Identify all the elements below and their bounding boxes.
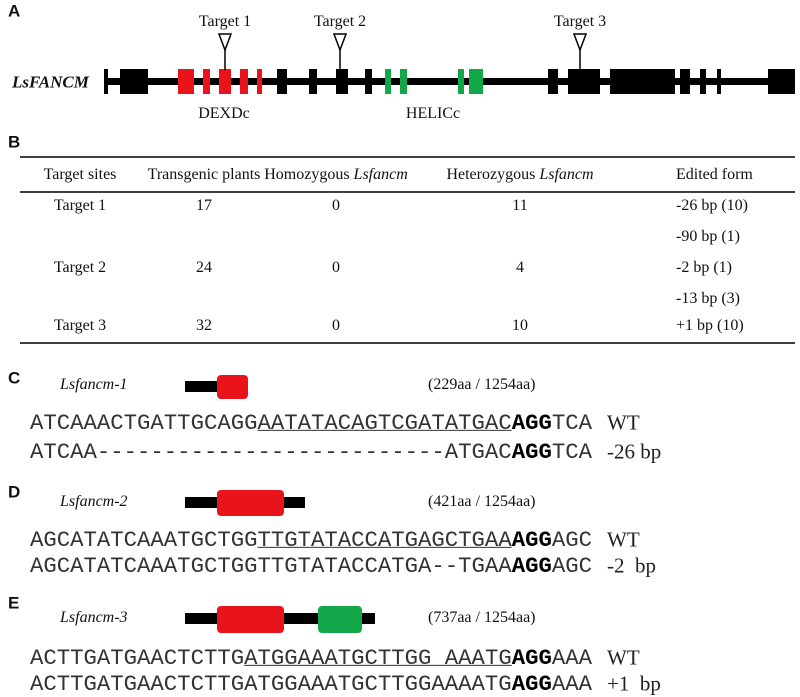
table-cell: Target 3 [53,317,107,334]
sequence-label: +1 bp [607,671,661,696]
seq-target: TTGTATACCATGAGCTGAA [257,526,512,553]
header-italic: Lsfancm [353,166,408,183]
seq-pam: AGG [511,670,552,697]
table-cell: -13 bp (3) [676,290,740,307]
mutant-sequence: AGCATATCAAATGCTGGTTGTATACCATGA--TGAAAGGA… [30,555,592,577]
seq-body: ATCAA--------------------------ATGAC [30,438,512,465]
column-header: Edited form [676,167,753,183]
column-header: Heterozygous Lsfancm [446,167,593,183]
seq-target: ATGGAAATGCTTGG AAATG [244,644,512,671]
header-text: Edited form [676,166,753,183]
seq-pam: AGG [511,438,552,465]
seq-pam: AGG [511,644,552,671]
target-label: Target 3 [553,13,607,30]
seq-pam: AGG [511,526,552,553]
table-cell: 11 [512,197,528,214]
seq-suffix: AGC [551,526,593,553]
target-label: Target 2 [313,13,367,30]
sequence-label: WT [607,410,640,435]
column-header: Target sites [44,167,117,183]
wt-sequence: AGCATATCAAATGCTGGTTGTATACCATGAGCTGAAAGGA… [30,529,592,551]
header-text: Heterozygous [446,166,536,183]
header-italic: Lsfancm [539,166,594,183]
seq-body: AGCATATCAAATGCTGGTTGTATACCATGA--TGAA [30,552,512,579]
seq-pam: AGG [511,409,552,436]
wt-sequence: ACTTGATGAACTCTTGATGGAAATGCTTGG AAATGAGGA… [30,647,592,669]
wt-sequence: ATCAAACTGATTGCAGGAATATACAGTCGATATGACAGGT… [30,412,592,434]
seq-prefix: ATCAAACTGATTGCAGG [30,409,258,436]
seq-suffix: AAA [551,670,593,697]
allele-name: Lsfancm-2 [60,493,128,510]
sequence-label: WT [607,527,640,552]
table-cell: Target 2 [53,259,107,276]
table-cell: 24 [196,259,212,276]
seq-target: AATATACAGTCGATATGAC [257,409,512,436]
seq-body: ACTTGATGAACTCTTGATGGAAATGCTTGGAAAATG [30,670,512,697]
column-header: Transgenic plants [148,167,261,183]
seq-suffix: AGC [551,552,593,579]
seq-suffix: TCA [551,438,593,465]
table-cell: -26 bp (10) [676,197,748,214]
table-cell: 10 [512,317,528,334]
table-cell: 32 [196,317,212,334]
table-cell: -90 bp (1) [676,228,740,245]
mutant-sequence: ATCAA--------------------------ATGACAGGT… [30,441,592,463]
table-cell: +1 bp (10) [676,317,744,334]
table-cell: 4 [516,259,524,276]
table-cell: Target 1 [53,197,107,214]
header-text: Transgenic plants [147,166,261,183]
seq-pam: AGG [511,552,552,579]
sequence-label: -2 bp [607,553,656,578]
seq-prefix: ACTTGATGAACTCTTG [30,644,245,671]
gene-model [104,33,795,94]
protein-length: (229aa / 1254aa) [428,376,536,393]
sequence-label: WT [607,645,640,670]
seq-suffix: AAA [551,644,593,671]
seq-suffix: TCA [551,409,593,436]
header-text: Target sites [43,166,117,183]
mutant-sequence: ACTTGATGAACTCTTGATGGAAATGCTTGGAAAATGAGGA… [30,673,592,695]
protein-length: (737aa / 1254aa) [428,609,536,626]
protein-length: (421aa / 1254aa) [428,493,536,510]
panel-letter: A [8,1,21,21]
allele-name: Lsfancm-3 [60,609,128,626]
sequence-label: -26 bp [607,439,662,464]
table-cell: 0 [332,259,340,276]
panel-letter: D [8,482,21,502]
table-cell: 17 [196,197,212,214]
seq-prefix: AGCATATCAAATGCTGG [30,526,258,553]
gene-name: LsFANCM [12,72,89,92]
protein-models [185,375,375,633]
domain-label: DEXDc [198,105,250,122]
table-rules [20,156,795,344]
header-text: Homozygous [264,166,350,183]
table-cell: 0 [332,317,340,334]
panel-letter: E [8,593,20,613]
column-header: Homozygous Lsfancm [264,167,408,183]
domain-label: HELICc [405,105,461,122]
table-cell: 0 [332,197,340,214]
target-label: Target 1 [198,13,252,30]
table-cell: -2 bp (1) [676,259,732,276]
panel-letter: B [8,132,21,152]
panel-letter: C [8,368,21,388]
allele-name: Lsfancm-1 [60,376,128,393]
